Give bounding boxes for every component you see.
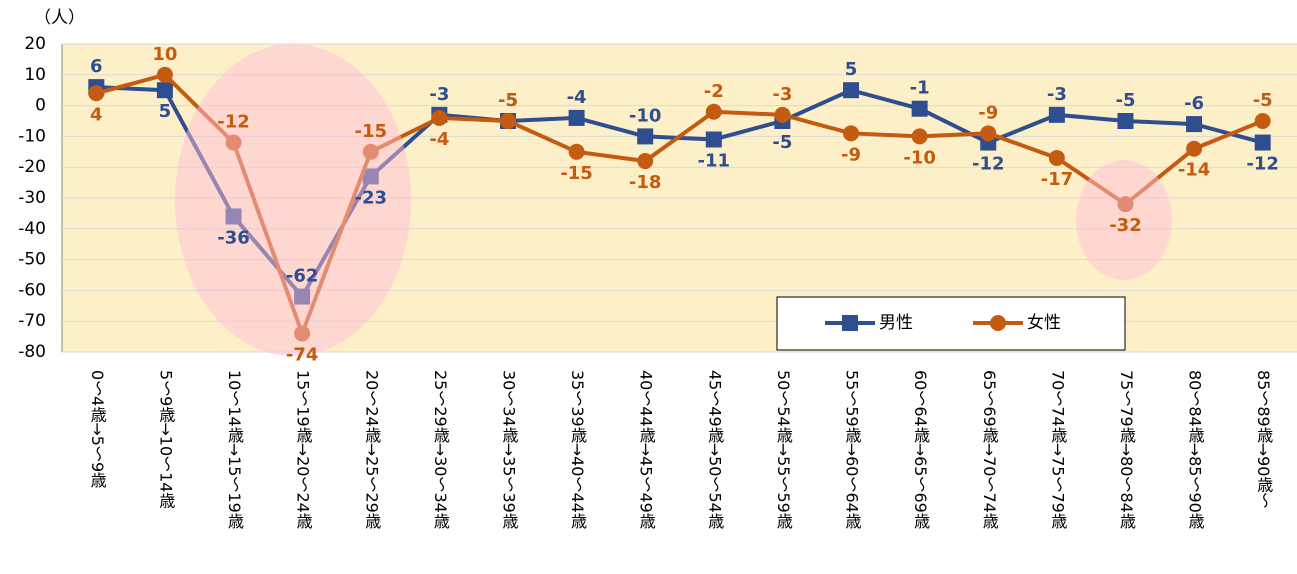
data-label: 6 bbox=[90, 56, 103, 77]
marker bbox=[911, 100, 928, 117]
y-tick-label: 0 bbox=[35, 96, 46, 116]
legend-label: 女性 bbox=[1027, 313, 1061, 333]
data-label: -3 bbox=[429, 84, 449, 105]
x-tick-label: 60～64歳→65～69歳 bbox=[911, 370, 930, 529]
data-label: -12 bbox=[217, 112, 250, 133]
marker bbox=[156, 66, 173, 83]
data-label: -11 bbox=[698, 150, 731, 171]
legend-label: 男性 bbox=[879, 313, 913, 333]
x-tick-label: 20～24歳→25～29歳 bbox=[362, 370, 381, 529]
x-tick-label: 5～9歳→10～14歳 bbox=[156, 370, 175, 509]
data-label: -5 bbox=[772, 132, 792, 153]
data-label: -3 bbox=[772, 84, 792, 105]
data-label: -74 bbox=[286, 345, 319, 366]
data-label: -23 bbox=[354, 187, 387, 208]
y-tick-label: -60 bbox=[18, 280, 46, 300]
y-tick-label: -40 bbox=[18, 219, 46, 239]
marker bbox=[88, 85, 105, 102]
data-label: -36 bbox=[217, 227, 250, 248]
x-tick-label: 65～69歳→70～74歳 bbox=[980, 370, 999, 529]
data-label: -5 bbox=[498, 90, 518, 111]
x-tick-label: 25～29歳→30～34歳 bbox=[431, 370, 450, 529]
data-label: -15 bbox=[560, 163, 593, 184]
data-label: -2 bbox=[704, 81, 724, 102]
y-tick-label: -20 bbox=[18, 157, 46, 177]
marker bbox=[843, 125, 860, 142]
marker bbox=[774, 106, 791, 123]
data-label: 4 bbox=[90, 104, 103, 125]
x-tick-label: 0～4歳→5～9歳 bbox=[88, 370, 107, 488]
data-label: -62 bbox=[286, 266, 319, 287]
marker bbox=[1186, 116, 1203, 133]
marker bbox=[705, 131, 722, 148]
marker bbox=[568, 109, 585, 126]
marker bbox=[1048, 149, 1065, 166]
marker bbox=[1254, 134, 1271, 151]
x-tick-label: 35～39歳→40～44歳 bbox=[568, 370, 587, 529]
marker bbox=[1186, 140, 1203, 157]
data-label: -4 bbox=[567, 87, 587, 108]
x-tick-label: 55～59歳→60～64歳 bbox=[843, 370, 862, 529]
x-tick-label: 70～74歳→75～79歳 bbox=[1048, 370, 1067, 529]
y-tick-label: -30 bbox=[18, 188, 46, 208]
data-label: -15 bbox=[354, 121, 387, 142]
x-tick-label: 15～19歳→20～24歳 bbox=[294, 370, 313, 529]
data-label: -18 bbox=[629, 172, 662, 193]
marker bbox=[843, 82, 860, 99]
marker bbox=[637, 153, 654, 170]
marker bbox=[568, 143, 585, 160]
data-label: -10 bbox=[903, 147, 936, 168]
marker bbox=[980, 125, 997, 142]
data-label: -9 bbox=[841, 144, 861, 165]
x-tick-label: 75～79歳→80～84歳 bbox=[1117, 370, 1136, 529]
y-tick-label: -70 bbox=[18, 311, 46, 331]
data-label: -12 bbox=[1246, 154, 1279, 175]
x-tick-label: 40～44歳→45～49歳 bbox=[637, 370, 656, 529]
marker bbox=[1254, 113, 1271, 129]
data-label: 5 bbox=[845, 59, 858, 80]
y-tick-label: -10 bbox=[18, 126, 46, 146]
highlight bbox=[1076, 160, 1172, 280]
legend-marker bbox=[990, 315, 1006, 331]
highlight bbox=[175, 44, 411, 356]
x-tick-label: 50～54歳→55～59歳 bbox=[774, 370, 793, 529]
data-label: -5 bbox=[1253, 90, 1273, 111]
marker bbox=[911, 128, 928, 145]
y-tick-label: -80 bbox=[18, 342, 46, 362]
x-tick-label: 10～14歳→15～19歳 bbox=[225, 370, 244, 529]
y-tick-label: 10 bbox=[24, 65, 46, 85]
x-tick-label: 80～84歳→85～90歳 bbox=[1186, 370, 1205, 529]
data-label: -4 bbox=[429, 129, 449, 150]
x-tick-label: 85～89歳→90歳～ bbox=[1254, 370, 1273, 509]
data-label: -14 bbox=[1178, 160, 1211, 181]
marker bbox=[637, 128, 654, 145]
data-label: -32 bbox=[1109, 215, 1142, 236]
marker bbox=[431, 109, 448, 126]
data-label: -10 bbox=[629, 105, 662, 126]
x-tick-label: 45～49歳→50～54歳 bbox=[705, 370, 724, 529]
data-label: -3 bbox=[1047, 84, 1067, 105]
data-label: -9 bbox=[978, 102, 998, 123]
data-label: -5 bbox=[498, 90, 518, 111]
y-axis-label: （人） bbox=[34, 8, 85, 28]
data-label: -12 bbox=[972, 154, 1005, 175]
data-label: -5 bbox=[1115, 90, 1135, 111]
data-label: -1 bbox=[910, 78, 930, 99]
data-label: 10 bbox=[152, 44, 177, 65]
data-label: 5 bbox=[159, 101, 172, 122]
marker bbox=[156, 82, 173, 99]
x-tick-label: 30～34歳→35～39歳 bbox=[499, 370, 518, 529]
marker bbox=[1048, 106, 1065, 123]
data-label: -17 bbox=[1041, 169, 1074, 190]
marker bbox=[499, 113, 516, 129]
marker bbox=[705, 103, 722, 120]
marker bbox=[1117, 113, 1134, 129]
y-tick-label: -50 bbox=[18, 250, 46, 270]
legend-marker bbox=[842, 315, 858, 331]
y-tick-label: 20 bbox=[24, 34, 46, 54]
data-label: -6 bbox=[1184, 93, 1204, 114]
